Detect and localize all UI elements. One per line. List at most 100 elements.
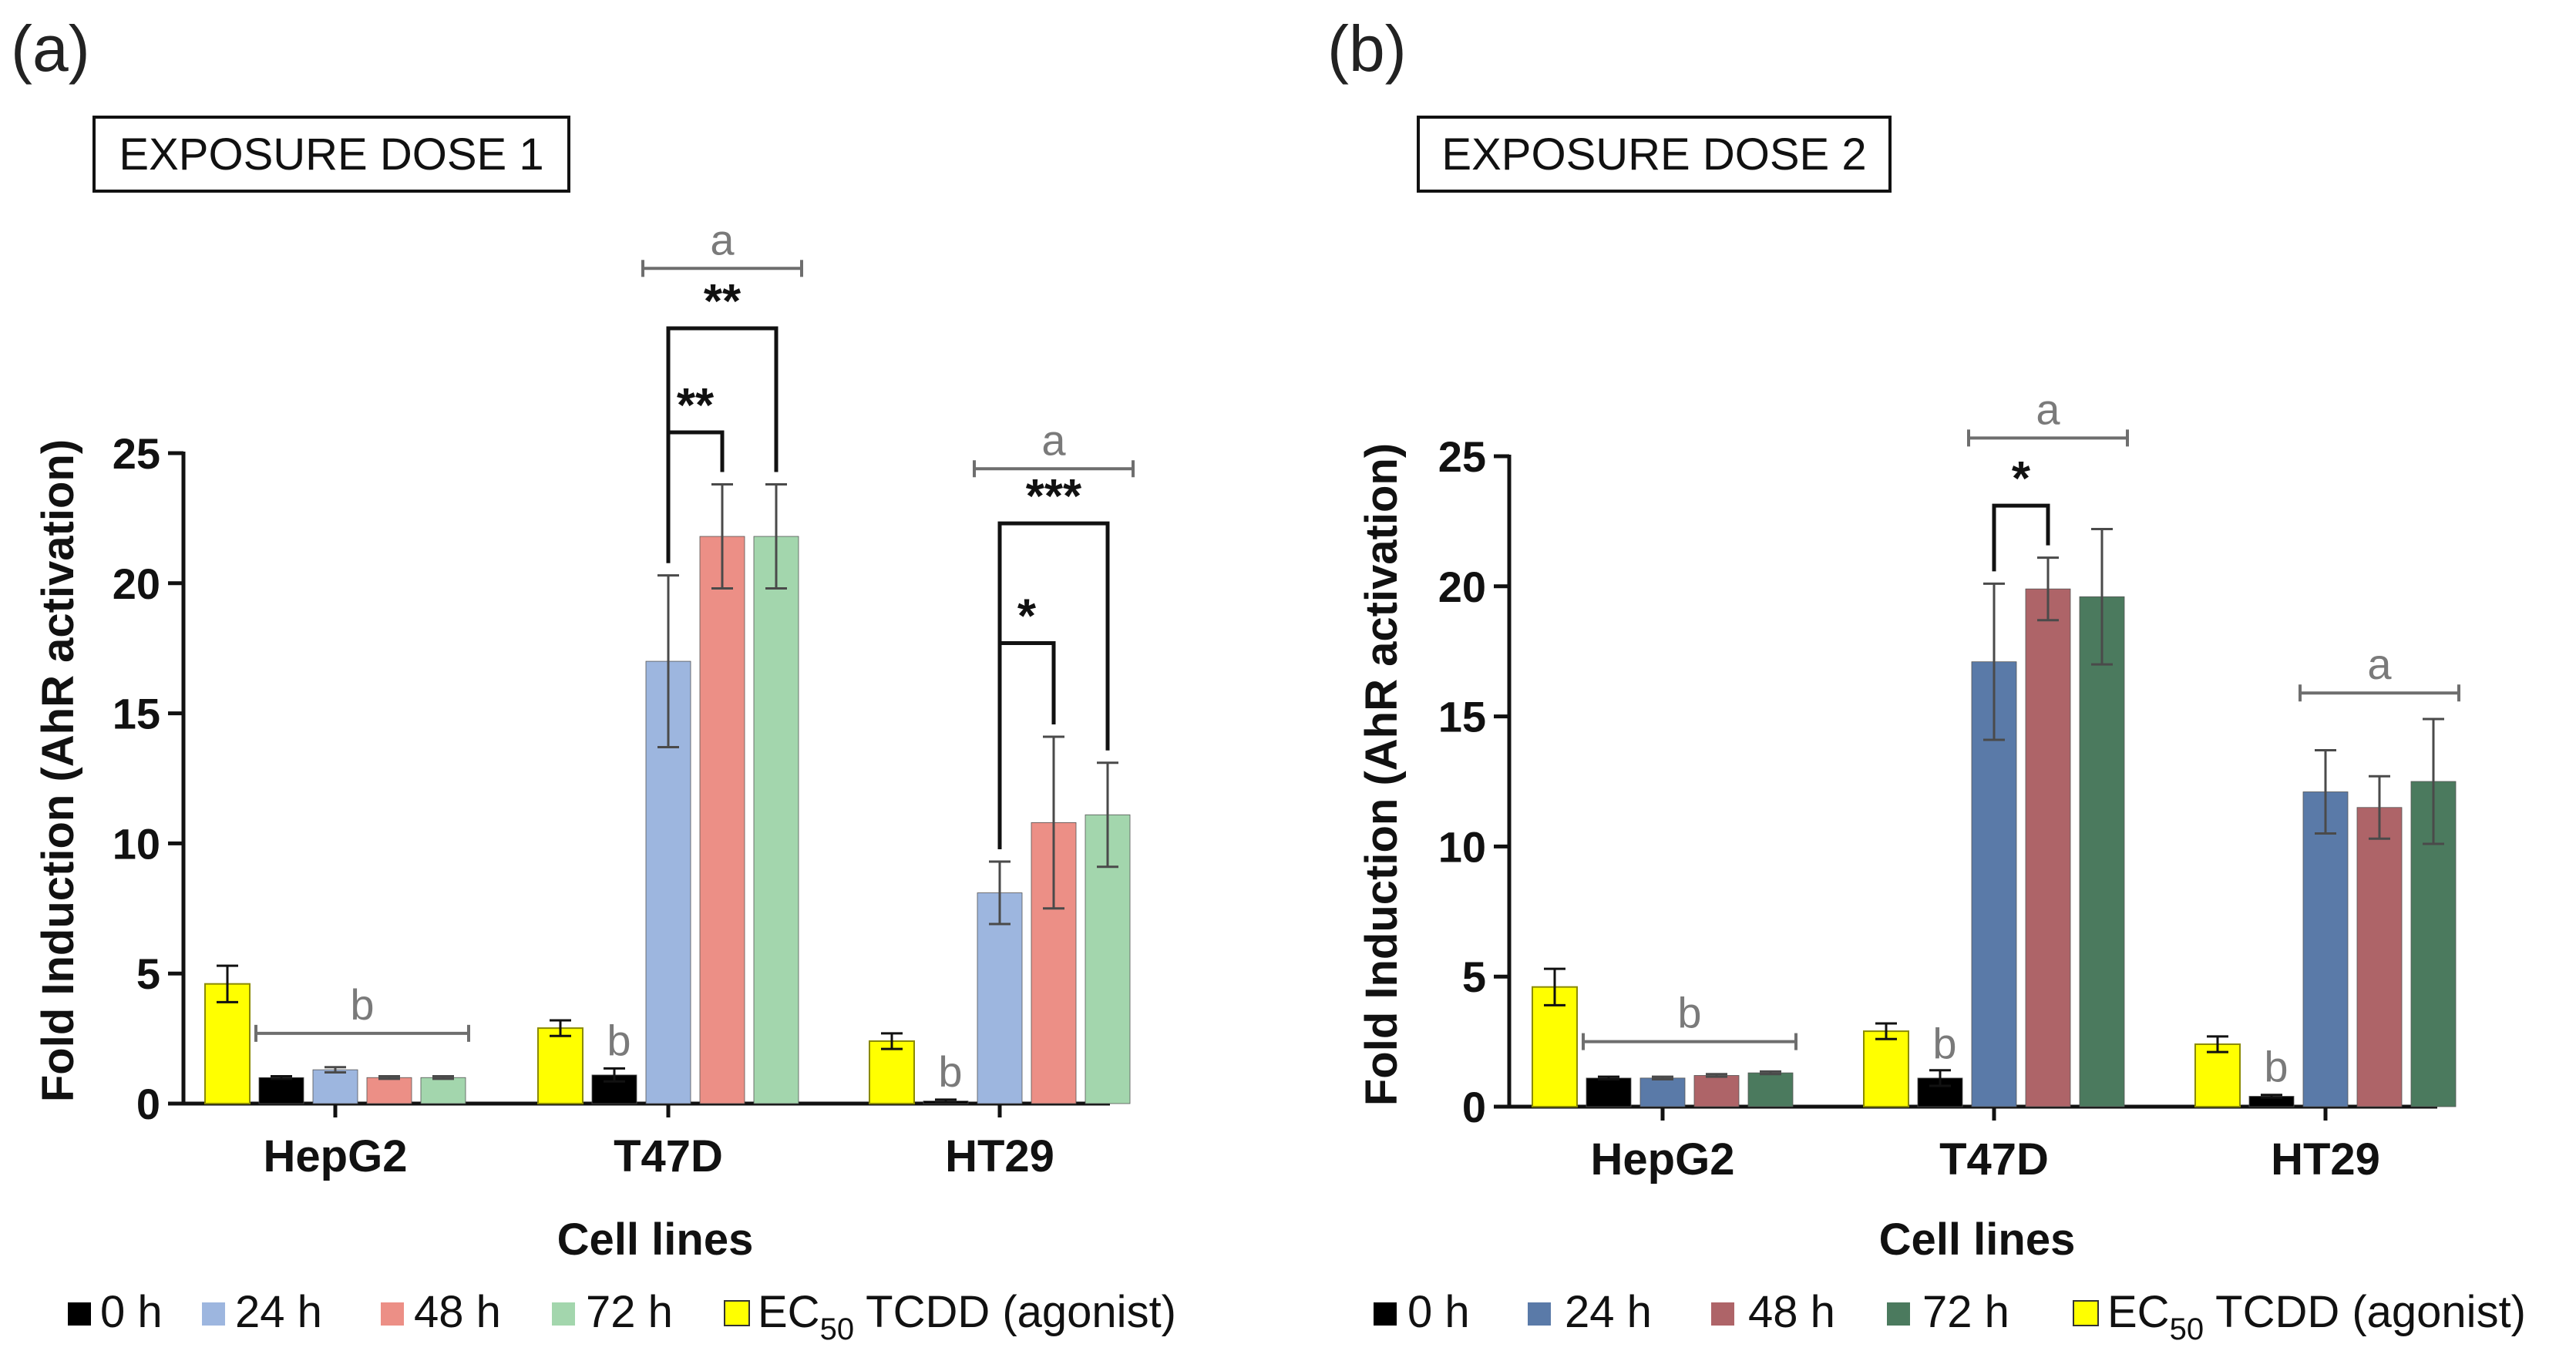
bar xyxy=(869,1040,915,1104)
legend-label-b: 48 h xyxy=(1748,1287,1835,1337)
panel-b: (b) EXPOSURE DOSE 2 Fold Induction (AhR … xyxy=(1327,12,2526,1346)
x-axis-title-a: Cell lines xyxy=(557,1215,754,1265)
chart-title-b: EXPOSURE DOSE 2 xyxy=(1441,129,1866,180)
group-letter: a xyxy=(1041,415,1066,464)
legend-swatch-a xyxy=(381,1302,404,1326)
panel-label-b: (b) xyxy=(1327,12,1407,85)
legend-label-a: 48 h xyxy=(414,1287,501,1337)
group-letter: a xyxy=(2367,640,2392,688)
bar xyxy=(977,892,1023,1104)
bar-letter: b xyxy=(607,1016,631,1064)
significance-stars: ** xyxy=(704,275,742,328)
legend-label-agonist-a: EC50 TCDD (agonist) xyxy=(758,1287,1176,1346)
legend-swatch-a xyxy=(552,1302,575,1326)
significance-bracket xyxy=(1992,503,2050,572)
y-tick-label: 0 xyxy=(1462,1083,1486,1131)
y-tick-label: 25 xyxy=(113,429,160,478)
y-tick-label: 25 xyxy=(1438,432,1486,481)
bar xyxy=(537,1027,583,1104)
significance-stars: * xyxy=(2012,452,2031,506)
legend-b: 0 h 24 h 48 h 72 h EC50 TCDD (agonist) xyxy=(1374,1287,2526,1346)
bar xyxy=(258,1077,304,1104)
panel-a: (a) EXPOSURE DOSE 1 Fold Induction (AhR … xyxy=(11,12,1176,1346)
y-tick-label: 20 xyxy=(113,559,160,608)
significance-bracket xyxy=(997,521,1110,850)
bar xyxy=(420,1077,466,1104)
x-category-label: HT29 xyxy=(945,1131,1054,1181)
bar-letter: b xyxy=(2264,1043,2288,1091)
bar xyxy=(366,1077,412,1104)
y-tick-label: 15 xyxy=(1438,693,1486,741)
legend-agonist-suffix-a: TCDD (agonist) xyxy=(854,1287,1176,1337)
y-tick-label: 5 xyxy=(136,949,160,998)
bar xyxy=(2194,1043,2241,1107)
bar xyxy=(204,983,251,1104)
bar xyxy=(2302,791,2349,1107)
x-category-label: HT29 xyxy=(2271,1134,2380,1185)
group-letter: a xyxy=(2036,385,2060,433)
legend-label-a: 0 h xyxy=(100,1287,163,1337)
group-letter: b xyxy=(1677,989,1701,1037)
significance-bracket xyxy=(997,640,1056,850)
title-box-b xyxy=(1417,116,1892,193)
bar-letter: b xyxy=(1932,1019,1956,1067)
significance-bracket xyxy=(666,326,779,563)
legend-item-72h-b: 72 h xyxy=(1887,1287,2009,1337)
bar xyxy=(2356,807,2403,1107)
legend-item-48h-a: 48 h xyxy=(381,1287,501,1337)
bar xyxy=(1863,1030,1909,1107)
group-letter: b xyxy=(350,980,374,1029)
legend-item-0h-b: 0 h xyxy=(1374,1287,1470,1337)
x-category-label: T47D xyxy=(1939,1134,2049,1185)
y-tick-label: 5 xyxy=(1462,953,1486,1001)
bar xyxy=(699,536,745,1104)
legend-item-48h-b: 48 h xyxy=(1711,1287,1835,1337)
x-category-label: HepG2 xyxy=(1591,1134,1735,1185)
group-letter: a xyxy=(710,215,735,264)
legend-swatch-b xyxy=(1711,1302,1734,1326)
bar xyxy=(1586,1077,1632,1107)
legend-item-72h-a: 72 h xyxy=(552,1287,673,1337)
y-tick-label: 10 xyxy=(113,819,160,868)
legend-item-24h-b: 24 h xyxy=(1528,1287,1652,1337)
legend-agonist-suffix-b: TCDD (agonist) xyxy=(2204,1287,2526,1337)
x-category-label: HepG2 xyxy=(264,1131,408,1181)
significance-stars: ** xyxy=(677,379,715,432)
legend-agonist-sub-b: 50 xyxy=(2170,1312,2204,1346)
title-box-a xyxy=(92,116,570,193)
legend-swatch-b xyxy=(1374,1302,1397,1326)
bar-letter: b xyxy=(938,1047,962,1096)
significance-stars: *** xyxy=(1026,470,1082,523)
bar xyxy=(1693,1075,1740,1107)
significance-stars: * xyxy=(1017,590,1037,643)
legend-item-agonist-b: EC50 TCDD (agonist) xyxy=(2073,1287,2526,1346)
legend-label-b: 72 h xyxy=(1922,1287,2009,1337)
legend-agonist-sub-a: 50 xyxy=(820,1312,855,1346)
legend-swatch-b xyxy=(1887,1302,1910,1326)
legend-item-24h-a: 24 h xyxy=(202,1287,322,1337)
bar xyxy=(1639,1077,1686,1107)
legend-label-agonist-b: EC50 TCDD (agonist) xyxy=(2107,1287,2526,1346)
bar xyxy=(753,536,799,1104)
y-tick-label: 10 xyxy=(1438,822,1486,871)
panel-label-a: (a) xyxy=(11,12,90,85)
x-axis-title-b: Cell lines xyxy=(1879,1215,2076,1265)
chart-title-a: EXPOSURE DOSE 1 xyxy=(119,129,543,180)
legend-label-a: 24 h xyxy=(235,1287,322,1337)
legend-swatch-b xyxy=(1528,1302,1551,1326)
legend-swatch-a xyxy=(202,1302,225,1326)
bar xyxy=(2079,596,2125,1107)
bar xyxy=(1747,1072,1794,1107)
y-tick-label: 20 xyxy=(1438,563,1486,611)
y-axis-title-b: Fold Induction (AhR activation) xyxy=(1357,443,1407,1106)
legend-swatch-b xyxy=(2073,1300,2099,1326)
y-tick-label: 0 xyxy=(136,1080,160,1128)
bar xyxy=(312,1069,358,1104)
legend-agonist-prefix-a: EC xyxy=(758,1287,820,1337)
legend-item-0h-a: 0 h xyxy=(68,1287,163,1337)
y-tick-label: 15 xyxy=(113,690,160,738)
legend-swatch-a xyxy=(68,1302,91,1326)
x-category-label: T47D xyxy=(614,1131,723,1181)
legend-swatch-a xyxy=(724,1300,750,1326)
